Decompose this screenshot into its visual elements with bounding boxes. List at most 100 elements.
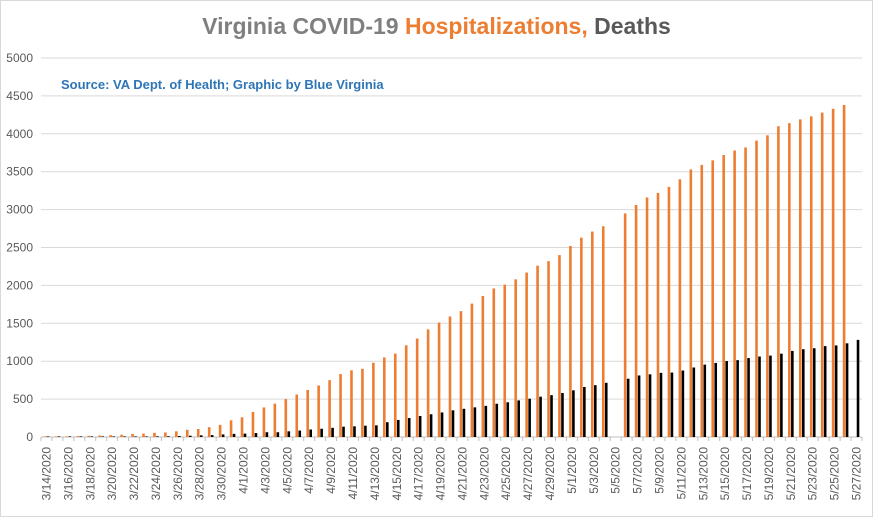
- bar-hospitalizations: [514, 279, 517, 437]
- x-tick-label: 4/27/2020: [521, 447, 535, 501]
- bar-deaths: [791, 350, 794, 437]
- bar-deaths: [331, 427, 334, 437]
- x-tick-label: 5/9/2020: [652, 447, 666, 494]
- x-tick-label: 4/5/2020: [280, 447, 294, 494]
- title-part-prefix: Virginia COVID-19: [202, 13, 405, 39]
- bar-deaths: [736, 360, 739, 437]
- x-tick-label: 3/24/2020: [149, 447, 163, 501]
- y-tick-label: 0: [26, 430, 33, 444]
- bar-deaths: [714, 362, 718, 437]
- bar-hospitalizations: [350, 370, 353, 437]
- bar-hospitalizations: [175, 431, 178, 437]
- bar-hospitalizations: [755, 140, 758, 437]
- bar-hospitalizations: [43, 436, 47, 437]
- bar-deaths: [276, 432, 280, 437]
- bar-hospitalizations: [634, 205, 638, 437]
- y-tick-label: 1000: [6, 354, 33, 368]
- x-tick-label: 4/17/2020: [412, 447, 426, 501]
- x-tick-label: 5/21/2020: [784, 447, 798, 501]
- bar-hospitalizations: [372, 362, 375, 437]
- bar-deaths: [265, 432, 269, 437]
- bar-deaths: [386, 422, 389, 437]
- bar-deaths: [637, 375, 641, 437]
- bar-hospitalizations: [361, 368, 364, 437]
- x-tick-label: 5/7/2020: [631, 447, 645, 494]
- bar-deaths: [243, 433, 247, 437]
- bar-deaths: [429, 414, 433, 437]
- bar-hospitalizations: [317, 385, 320, 437]
- bar-deaths: [626, 378, 630, 437]
- x-tick-label: 5/23/2020: [806, 447, 820, 501]
- bar-deaths: [845, 343, 849, 437]
- bar-deaths: [178, 436, 181, 437]
- bar-hospitalizations: [339, 374, 342, 437]
- x-tick-label: 4/23/2020: [477, 447, 491, 501]
- bar-deaths: [353, 426, 356, 437]
- bar-hospitalizations: [788, 123, 791, 438]
- bar-hospitalizations: [295, 394, 299, 437]
- x-tick-label: 5/19/2020: [762, 447, 776, 501]
- bar-deaths: [364, 425, 367, 437]
- bar-hospitalizations: [536, 265, 539, 437]
- x-tick-label: 5/5/2020: [609, 447, 623, 494]
- bar-hospitalizations: [667, 186, 671, 437]
- y-tick-label: 1500: [6, 316, 33, 330]
- x-tick-label: 3/28/2020: [193, 447, 207, 501]
- x-tick-label: 4/13/2020: [368, 447, 382, 501]
- x-tick-label: 3/30/2020: [215, 447, 229, 501]
- bar-hospitalizations: [98, 435, 102, 437]
- x-tick-label: 5/17/2020: [740, 447, 754, 501]
- bar-hospitalizations: [777, 126, 780, 437]
- title-part-hospitalizations: Hospitalizations,: [404, 13, 588, 39]
- bar-hospitalizations: [218, 424, 222, 437]
- bar-hospitalizations: [842, 104, 846, 437]
- bar-deaths: [440, 412, 444, 437]
- bar-deaths: [528, 398, 531, 437]
- x-tick-label: 3/14/2020: [39, 447, 53, 501]
- bar-deaths: [101, 436, 105, 437]
- x-tick-label: 4/19/2020: [434, 447, 448, 501]
- chart-subtitle: Source: VA Dept. of Health; Graphic by B…: [61, 77, 384, 92]
- bar-hospitalizations: [656, 192, 660, 437]
- bar-hospitalizations: [623, 213, 627, 437]
- bar-deaths: [232, 433, 236, 437]
- bar-hospitalizations: [131, 433, 134, 437]
- x-tick-label: 3/26/2020: [171, 447, 185, 501]
- bar-hospitalizations: [251, 411, 255, 437]
- bar-hospitalizations: [328, 380, 331, 437]
- bar-hospitalizations: [207, 427, 211, 437]
- bar-hospitalizations: [492, 288, 496, 437]
- bar-deaths: [221, 434, 225, 437]
- bar-deaths: [769, 355, 772, 437]
- x-tick-label: 5/13/2020: [696, 447, 710, 501]
- bar-deaths: [604, 382, 608, 437]
- bar-deaths: [112, 436, 115, 437]
- bar-deaths: [145, 436, 148, 437]
- x-tick-label: 5/15/2020: [718, 447, 732, 501]
- bar-hospitalizations: [383, 357, 386, 437]
- bar-hospitalizations: [196, 429, 200, 437]
- bar-hospitalizations: [547, 261, 550, 437]
- bar-deaths: [254, 433, 258, 437]
- x-tick-label: 3/22/2020: [127, 447, 141, 501]
- bar-hospitalizations: [503, 284, 507, 437]
- bar-deaths: [550, 395, 553, 437]
- bar-deaths: [823, 346, 827, 437]
- bar-hospitalizations: [229, 420, 233, 437]
- y-tick-label: 2500: [6, 241, 33, 255]
- bar-deaths: [57, 436, 61, 437]
- x-tick-label: 4/11/2020: [346, 447, 360, 500]
- bar-hospitalizations: [470, 303, 474, 437]
- bar-deaths: [462, 408, 466, 437]
- bar-hospitalizations: [722, 155, 725, 438]
- bar-deaths: [375, 425, 378, 437]
- bar-deaths: [561, 392, 564, 437]
- bar-hospitalizations: [798, 119, 802, 437]
- bar-hospitalizations: [262, 407, 266, 437]
- bar-hospitalizations: [569, 245, 572, 437]
- bar-deaths: [801, 349, 805, 437]
- bar-hospitalizations: [240, 417, 244, 437]
- bar-hospitalizations: [120, 434, 123, 437]
- bar-hospitalizations: [766, 135, 769, 438]
